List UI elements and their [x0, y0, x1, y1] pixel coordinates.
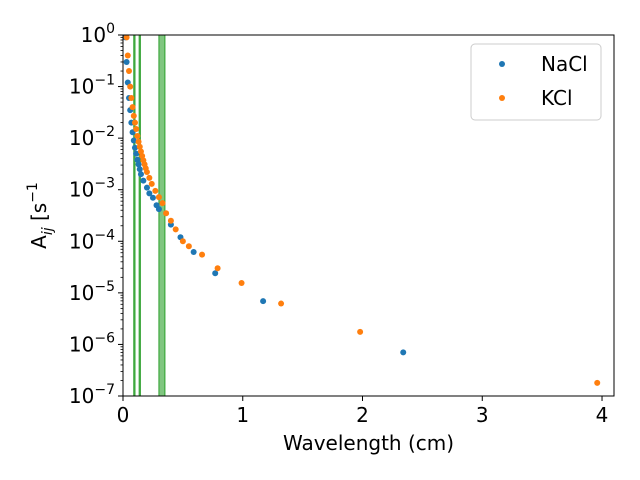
point-kcl-19: [148, 180, 155, 187]
point-nacl-17: [149, 194, 156, 201]
y-tick-label-1: 10−6: [69, 330, 115, 356]
y-axis-label-base: A: [27, 235, 51, 249]
point-kcl-2: [125, 68, 132, 75]
x-tick-label-3: 3: [476, 403, 489, 427]
point-kcl-18: [146, 174, 153, 181]
point-kcl-20: [152, 187, 159, 194]
point-nacl-13: [137, 171, 144, 178]
highlight-band-1: [138, 35, 141, 396]
legend-label-kcl: KCl: [541, 86, 573, 110]
point-kcl-24: [167, 217, 174, 224]
point-kcl-31: [278, 300, 285, 307]
highlight-band-0: [133, 35, 136, 396]
y-axis: 10−7 10−6 10−5 10−4 10−3 10−2 10−1 100: [69, 21, 123, 408]
y-axis-label-sup: −1: [25, 182, 41, 203]
legend-marker-kcl: [499, 95, 505, 101]
y-tick-label-3: 10−4: [69, 227, 115, 253]
point-kcl-21: [155, 194, 162, 201]
y-tick-label-0: 10−7: [69, 382, 115, 408]
point-nacl-12: [136, 166, 143, 173]
point-nacl-19: [155, 206, 162, 213]
point-nacl-22: [190, 248, 197, 255]
point-kcl-33: [594, 379, 601, 386]
series-kcl: [123, 35, 601, 386]
point-kcl-1: [124, 52, 131, 59]
highlight-band-2: [158, 35, 166, 396]
y-tick-label-6: 10−1: [69, 73, 115, 99]
point-kcl-7: [131, 119, 138, 126]
point-nacl-23: [212, 270, 219, 277]
point-kcl-5: [129, 104, 136, 111]
legend-marker-nacl: [499, 61, 505, 67]
x-tick-label-1: 1: [236, 403, 249, 427]
point-kcl-26: [179, 238, 186, 245]
point-nacl-24: [260, 298, 267, 305]
legend: NaCl KCl: [470, 43, 602, 121]
point-kcl-23: [163, 210, 170, 217]
point-kcl-3: [127, 83, 134, 90]
point-kcl-10: [135, 138, 142, 145]
x-tick-label-2: 2: [356, 403, 369, 427]
point-nacl-8: [131, 144, 138, 151]
point-kcl-22: [159, 200, 166, 207]
y-tick-label-5: 10−2: [69, 124, 115, 150]
x-axis-label: Wavelength (cm): [283, 431, 454, 455]
y-axis-label-open: [s: [27, 203, 51, 228]
point-nacl-10: [134, 156, 141, 163]
point-nacl-1: [123, 58, 130, 65]
point-nacl-14: [140, 177, 147, 184]
legend-label-nacl: NaCl: [541, 52, 588, 76]
point-nacl-9: [133, 150, 140, 157]
point-kcl-27: [185, 243, 192, 250]
point-nacl-15: [143, 184, 150, 191]
point-kcl-30: [238, 280, 245, 287]
x-tick-label-4: 4: [596, 403, 609, 427]
point-kcl-25: [172, 226, 179, 233]
point-nacl-7: [130, 137, 137, 144]
x-tick-label-0: 0: [117, 403, 130, 427]
point-kcl-29: [214, 265, 221, 272]
y-tick-label-7: 100: [81, 21, 115, 47]
data-series: [123, 35, 601, 386]
y-axis-label: Aij [s−1: [25, 182, 56, 249]
point-nacl-11: [135, 161, 142, 168]
point-kcl-9: [134, 133, 141, 140]
point-nacl-16: [146, 190, 153, 197]
point-kcl-0: [123, 35, 130, 41]
point-kcl-32: [357, 328, 364, 335]
y-axis-label-sub: ij: [40, 227, 56, 235]
x-axis: 0 1 2 3 4: [117, 396, 609, 427]
point-kcl-8: [133, 126, 140, 133]
y-tick-label-2: 10−5: [69, 279, 115, 305]
point-kcl-12: [137, 148, 144, 155]
point-kcl-28: [199, 251, 206, 258]
point-kcl-11: [136, 143, 143, 150]
plot-frame: [122, 34, 615, 397]
point-kcl-4: [128, 95, 135, 102]
point-kcl-17: [143, 169, 150, 176]
y-tick-label-4: 10−3: [69, 176, 115, 202]
point-nacl-25: [400, 349, 407, 356]
point-kcl-6: [130, 112, 137, 119]
